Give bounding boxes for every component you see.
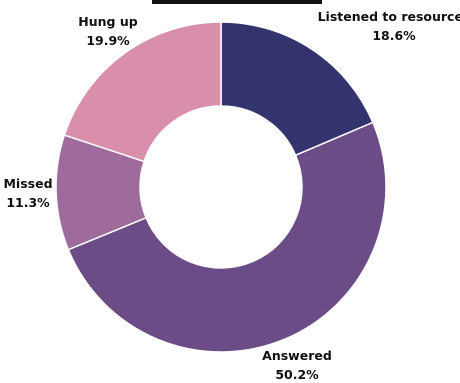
slice-label-hung-up: Hung up — [78, 14, 137, 29]
slice-pct-listened: 18.6% — [372, 28, 416, 43]
slice-pct-missed: 11.3% — [6, 195, 50, 210]
slice-hung-up — [63, 21, 222, 163]
slice-label-missed: Missed — [3, 176, 52, 191]
slice-label-answered: Answered — [262, 348, 332, 363]
slice-pct-hung-up: 19.9% — [86, 33, 130, 48]
slice-label-listened: Listened to resources — [318, 9, 460, 24]
slice-listened-to-resources — [220, 21, 374, 157]
title-underline-fragment — [152, 0, 322, 4]
slice-pct-answered: 50.2% — [275, 367, 319, 382]
slice-answered — [67, 121, 387, 353]
donut-slices — [55, 21, 387, 353]
